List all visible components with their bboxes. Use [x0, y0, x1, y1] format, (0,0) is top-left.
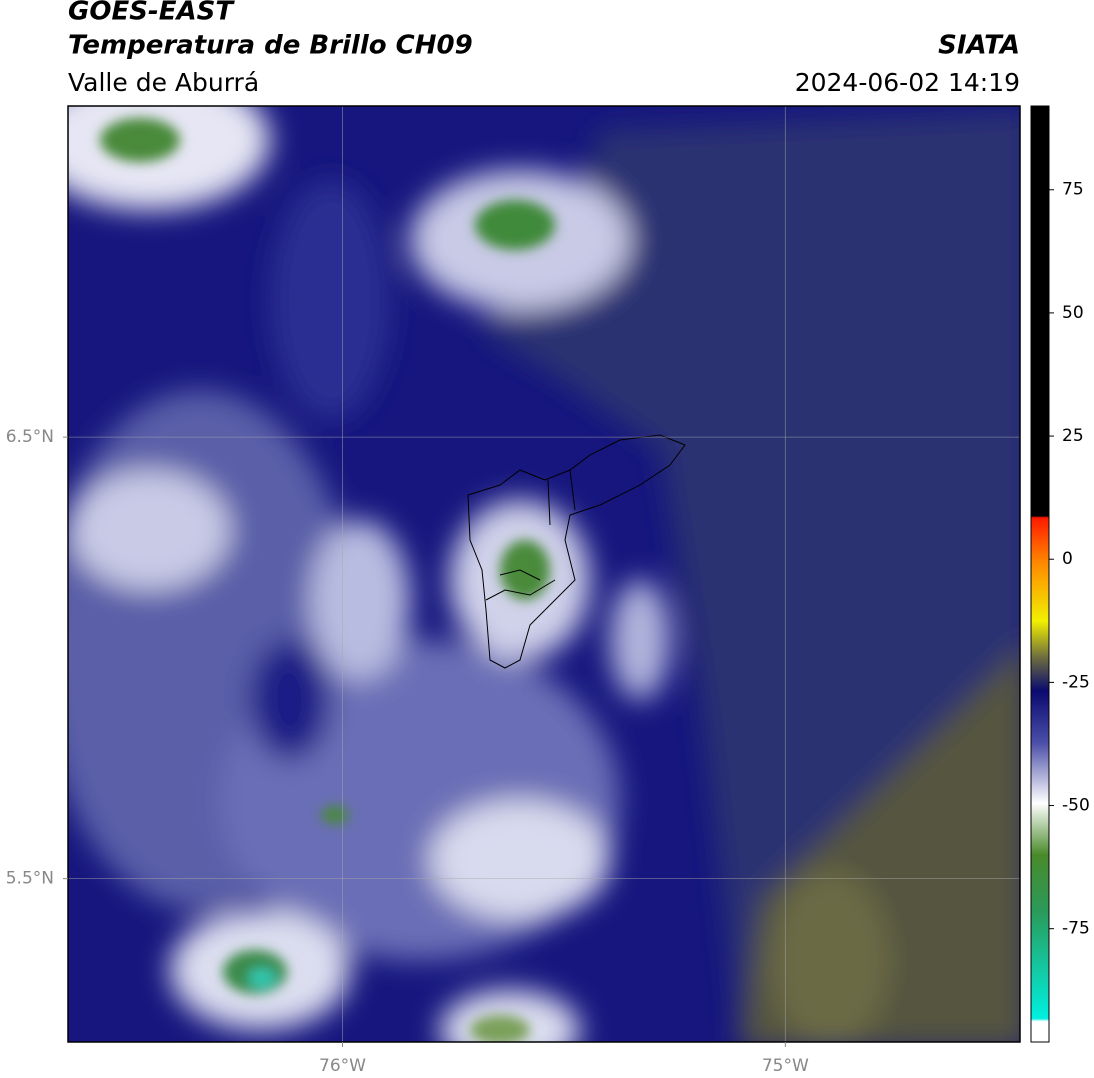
lon-tick-label: 76°W — [319, 1056, 366, 1076]
title: GOES-EAST — [68, 0, 235, 27]
product: Temperatura de Brillo CH09 — [68, 31, 473, 61]
satellite-image — [68, 106, 1020, 1042]
source: SIATA — [938, 31, 1020, 61]
colorbar-tick-label: 0 — [1062, 549, 1073, 569]
region: Valle de Aburrá — [68, 68, 259, 97]
colorbar-tick-label: 50 — [1062, 303, 1084, 323]
lat-tick-label: 6.5°N — [6, 427, 54, 447]
datetime: 2024-06-02 14:19 — [795, 68, 1020, 97]
lon-tick-label: 75°W — [762, 1056, 809, 1076]
colorbar-tick-label: -50 — [1062, 796, 1090, 816]
colorbar-tick-label: 75 — [1062, 180, 1084, 200]
lat-tick-label: 5.5°N — [6, 869, 54, 889]
colorbar-tick-label: -75 — [1062, 919, 1090, 939]
map-frame — [67, 105, 1021, 1043]
colorbar — [1030, 105, 1050, 1043]
valley-boundary — [467, 434, 686, 669]
colorbar-tick-label: -25 — [1062, 672, 1090, 692]
colorbar-tick-label: 25 — [1062, 426, 1084, 446]
